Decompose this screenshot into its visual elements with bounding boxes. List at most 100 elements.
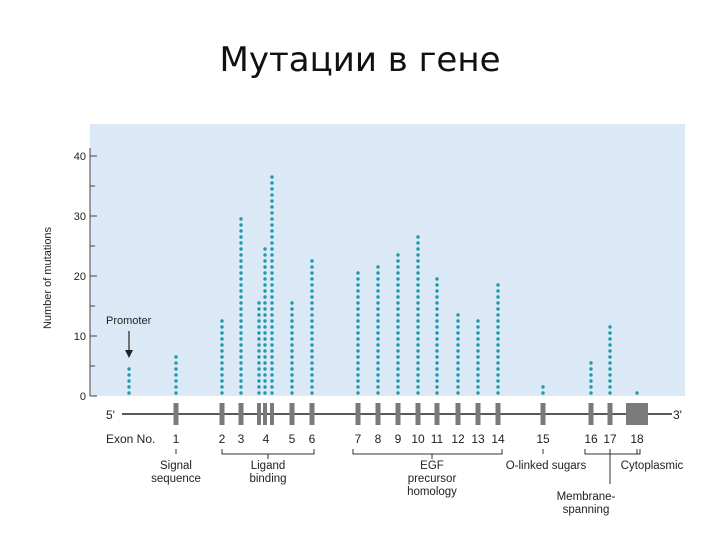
- exon-4-mutation-dot: [270, 199, 274, 203]
- exon-5-mutation-dot: [290, 307, 294, 311]
- mutation-chart: 0 10 20 30 40 Number of mutations Promoter 5' 3'…: [40, 118, 690, 528]
- exon-number-label: 3: [238, 432, 245, 446]
- exon-4-mutation-dot: [263, 313, 267, 317]
- exon-6-mutation-dot: [310, 373, 314, 377]
- exon-9-mutation-dot: [396, 283, 400, 287]
- exon-10-mutation-dot: [416, 361, 420, 365]
- exon-11-mutation-dot: [435, 289, 439, 293]
- exon-4-mutation-dot: [270, 349, 274, 353]
- exon-9-mutation-dot: [396, 355, 400, 359]
- exon-14-mutation-dot: [496, 295, 500, 299]
- exon-number-label: 17: [603, 432, 617, 446]
- exon-2-mutation-dot: [220, 325, 224, 329]
- y-tick-label: 0: [80, 391, 86, 403]
- exon-4-mutation-dot: [263, 361, 267, 365]
- exon-17-box: [607, 403, 613, 425]
- exon-10-mutation-dot: [416, 349, 420, 353]
- exon-4-mutation-dot: [257, 391, 261, 395]
- cytoplasmic-label: Cytoplasmic: [621, 460, 684, 472]
- exon-9-mutation-dot: [396, 295, 400, 299]
- exon-number-label: 8: [375, 432, 382, 446]
- exon-10-mutation-dot: [416, 337, 420, 341]
- egf-precursor-homology-label: homology: [407, 486, 457, 498]
- exon-7-mutation-dot: [356, 373, 360, 377]
- exon-11-mutation-dot: [435, 337, 439, 341]
- exon-4-mutation-dot: [263, 271, 267, 275]
- exon-6-mutation-dot: [310, 355, 314, 359]
- exon-3-mutation-dot: [239, 391, 243, 395]
- exon-4-mutation-dot: [270, 319, 274, 323]
- exon-7-mutation-dot: [356, 295, 360, 299]
- exon-6-mutation-dot: [310, 271, 314, 275]
- exon-4-mutation-dot: [270, 229, 274, 233]
- exon-14-mutation-dot: [496, 283, 500, 287]
- exon-10-mutation-dot: [416, 355, 420, 359]
- exon-9-mutation-dot: [396, 325, 400, 329]
- exon-14-mutation-dot: [496, 343, 500, 347]
- exon-2-mutation-dot: [220, 379, 224, 383]
- exon-14-mutation-dot: [496, 289, 500, 293]
- exon-17-mutation-dot: [608, 361, 612, 365]
- exon-5-mutation-dot: [290, 385, 294, 389]
- exon-number-label: 7: [355, 432, 362, 446]
- exon-6-mutation-dot: [310, 343, 314, 347]
- exon-2-mutation-dot: [220, 391, 224, 395]
- exon-2-box: [219, 403, 225, 425]
- exon-9-mutation-dot: [396, 337, 400, 341]
- exon-14-mutation-dot: [496, 379, 500, 383]
- promoter-mutation-dot: [127, 385, 131, 389]
- three-prime-label: 3': [673, 408, 682, 422]
- exon-6-mutation-dot: [310, 301, 314, 305]
- exon-13-mutation-dot: [476, 373, 480, 377]
- egf-precursor-homology-label: EGF: [420, 460, 444, 472]
- exon-4-mutation-dot: [263, 247, 267, 251]
- exon-17-mutation-dot: [608, 367, 612, 371]
- exon-14-mutation-dot: [496, 361, 500, 365]
- exon-4-mutation-dot: [263, 385, 267, 389]
- exon-4-mutation-dot: [257, 355, 261, 359]
- exon-4-mutation-dot: [257, 349, 261, 353]
- exon-5-mutation-dot: [290, 301, 294, 305]
- exon-4-mutation-dot: [257, 373, 261, 377]
- y-tick-label: 20: [74, 271, 86, 283]
- exon-14-mutation-dot: [496, 331, 500, 335]
- exon-7-mutation-dot: [356, 325, 360, 329]
- promoter-arrow-head: [125, 350, 133, 358]
- exon-4-mutation-dot: [270, 217, 274, 221]
- exon-9-mutation-dot: [396, 271, 400, 275]
- exon-16-mutation-dot: [589, 373, 593, 377]
- exon-6-mutation-dot: [310, 277, 314, 281]
- slide-title: Мутации в гене: [219, 40, 501, 80]
- exon-9-mutation-dot: [396, 319, 400, 323]
- exon-4-mutation-dot: [270, 253, 274, 257]
- exon-13-mutation-dot: [476, 391, 480, 395]
- exon-11-mutation-dot: [435, 349, 439, 353]
- exon-2-mutation-dot: [220, 367, 224, 371]
- exon-1-box: [173, 403, 179, 425]
- exon-10-mutation-dot: [416, 271, 420, 275]
- exon-12-box: [455, 403, 461, 425]
- exon-13-mutation-dot: [476, 379, 480, 383]
- exon-10-mutation-dot: [416, 367, 420, 371]
- exon-16-mutation-dot: [589, 391, 593, 395]
- exon-6-mutation-dot: [310, 325, 314, 329]
- promoter-mutation-dot: [127, 379, 131, 383]
- exon-17-mutation-dot: [608, 343, 612, 347]
- exon-4-mutation-dot: [263, 337, 267, 341]
- exon-8-mutation-dot: [376, 307, 380, 311]
- exon-7-mutation-dot: [356, 277, 360, 281]
- exon-3-mutation-dot: [239, 325, 243, 329]
- exon-3-mutation-dot: [239, 343, 243, 347]
- promoter-mutation-dot: [127, 367, 131, 371]
- exon-14-box: [495, 403, 501, 425]
- exon-4-mutation-dot: [270, 265, 274, 269]
- exon-4-mutation-dot: [270, 205, 274, 209]
- exon-7-mutation-dot: [356, 307, 360, 311]
- exon-4-mutation-dot: [263, 295, 267, 299]
- exon-14-mutation-dot: [496, 349, 500, 353]
- exon-10-mutation-dot: [416, 235, 420, 239]
- exon-4-mutation-dot: [263, 367, 267, 371]
- exon-12-mutation-dot: [456, 325, 460, 329]
- exon-14-mutation-dot: [496, 337, 500, 341]
- exon-13-mutation-dot: [476, 325, 480, 329]
